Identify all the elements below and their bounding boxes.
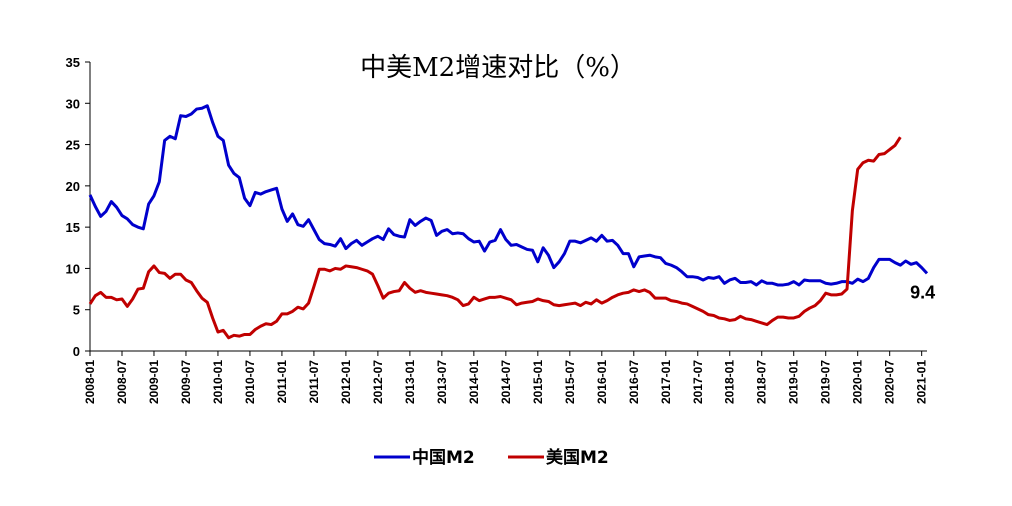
x-tick-label: 2013-01 (403, 360, 417, 404)
x-tick-label: 2019-07 (819, 360, 833, 404)
x-tick-label: 2018-01 (723, 360, 737, 404)
x-tick-label: 2019-01 (787, 360, 801, 404)
series-line-us-m2 (88, 136, 902, 340)
x-tick-label: 2015-07 (563, 360, 577, 404)
y-tick-label: 20 (66, 179, 80, 194)
legend-label-china: 中国M2 (412, 447, 475, 468)
y-tick-label: 25 (66, 138, 80, 153)
y-tick-label: 35 (66, 55, 80, 70)
y-tick-label: 5 (73, 303, 80, 318)
y-tick-label: 30 (66, 96, 80, 111)
annotation-us-last-value: 25.9 (905, 0, 940, 4)
x-tick-label: 2012-07 (371, 360, 385, 404)
y-tick-label: 0 (73, 344, 80, 359)
x-tick-label: 2014-01 (467, 360, 481, 404)
legend: 中国M2 美国M2 (374, 447, 609, 468)
x-tick-label: 2016-01 (595, 360, 609, 404)
y-tick-label: 15 (66, 220, 80, 235)
x-tick-label: 2010-01 (211, 360, 225, 404)
y-tick-label: 10 (66, 261, 80, 276)
x-tick-label: 2010-07 (243, 360, 257, 404)
x-tick-label: 2009-07 (179, 360, 193, 404)
x-tick-label: 2016-07 (627, 360, 641, 404)
x-tick-label: 2020-01 (851, 360, 865, 404)
series-line-china-m2 (88, 104, 929, 287)
x-tick-label: 2011-07 (307, 360, 321, 404)
x-tick-label: 2008-07 (115, 360, 129, 404)
x-tick-label: 2014-07 (499, 360, 513, 404)
x-tick-label: 2021-01 (915, 360, 929, 404)
x-tick-label: 2017-01 (659, 360, 673, 404)
x-tick-label: 2011-01 (275, 360, 289, 404)
x-tick-label: 2009-01 (147, 360, 161, 404)
legend-label-us: 美国M2 (546, 447, 609, 468)
x-tick-label: 2015-01 (531, 360, 545, 404)
x-tick-label: 2013-07 (435, 360, 449, 404)
x-tick-label: 2018-07 (755, 360, 769, 404)
chart-title: 中美M2增速对比（%） (360, 53, 636, 83)
plot-area: 0 5 10 15 20 25 30 35 2008-01 2008-07 2009-01 2009-… (66, 0, 941, 404)
x-tick-label: 2020-07 (883, 360, 897, 404)
annotation-china-last-value: 9.4 (910, 283, 935, 303)
x-tick-label: 2017-07 (691, 360, 705, 404)
x-tick-label: 2012-01 (339, 360, 353, 404)
x-tick-label: 2008-01 (83, 360, 97, 404)
